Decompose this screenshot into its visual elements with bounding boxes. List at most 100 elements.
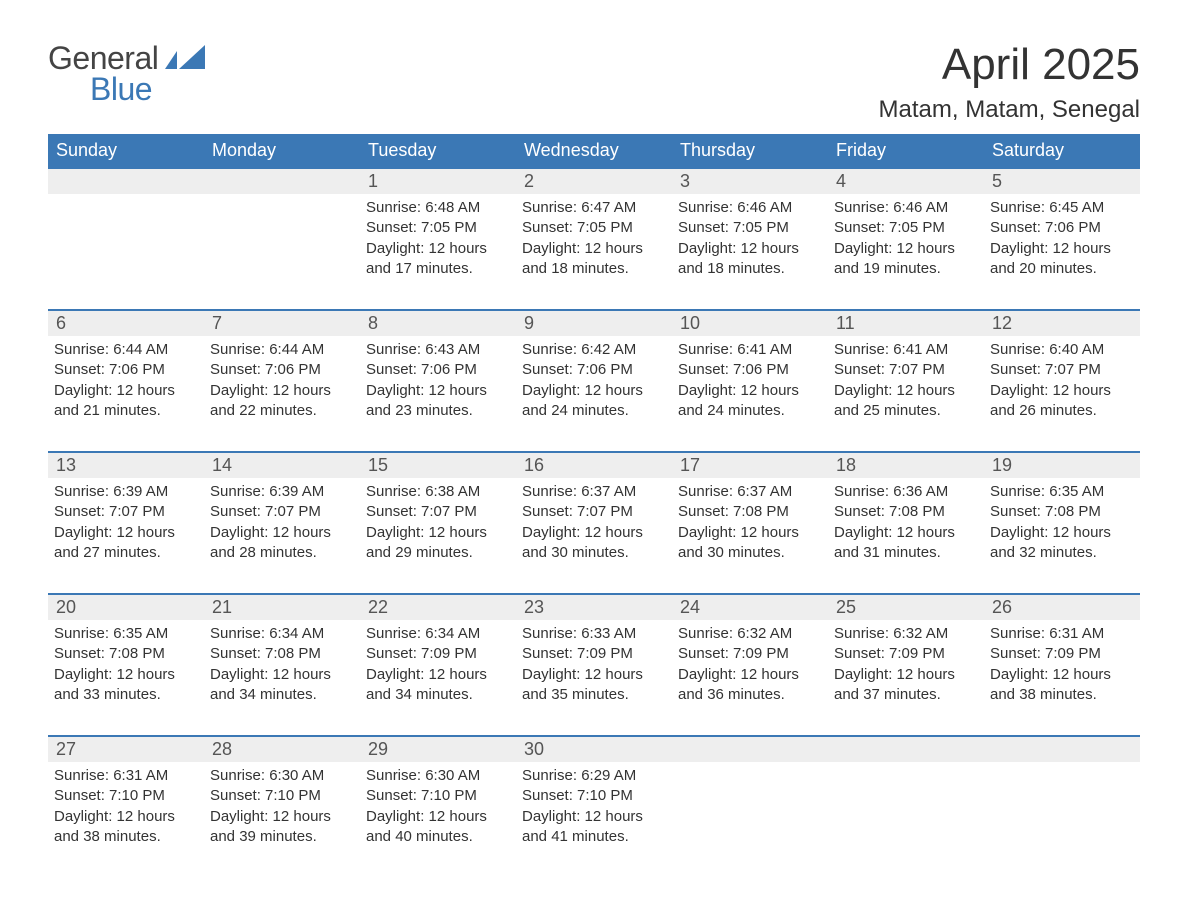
daylight-line: Daylight: 12 hours and 22 minutes. [210,381,354,422]
day-number: . [204,169,360,194]
day-cell-9: 9Sunrise: 6:42 AMSunset: 7:06 PMDaylight… [516,311,672,437]
sunset-line: Sunset: 7:08 PM [678,502,822,522]
daylight-line: Daylight: 12 hours and 28 minutes. [210,523,354,564]
day-number: 8 [360,311,516,336]
weekday-sunday: Sunday [48,134,204,167]
day-number: 11 [828,311,984,336]
day-cell-13: 13Sunrise: 6:39 AMSunset: 7:07 PMDayligh… [48,453,204,579]
day-number: 24 [672,595,828,620]
day-number: 27 [48,737,204,762]
daylight-line: Daylight: 12 hours and 20 minutes. [990,239,1134,280]
sunset-line: Sunset: 7:08 PM [210,644,354,664]
day-number: 1 [360,169,516,194]
weekday-thursday: Thursday [672,134,828,167]
day-number: 6 [48,311,204,336]
sunrise-line: Sunrise: 6:41 AM [834,340,978,360]
daylight-line: Daylight: 12 hours and 35 minutes. [522,665,666,706]
day-cell-22: 22Sunrise: 6:34 AMSunset: 7:09 PMDayligh… [360,595,516,721]
weekday-friday: Friday [828,134,984,167]
day-cell-14: 14 Sunrise: 6:39 AMSunset: 7:07 PMDayligh… [204,453,360,579]
sunset-line: Sunset: 7:10 PM [210,786,354,806]
sunset-line: Sunset: 7:10 PM [522,786,666,806]
daylight-line: Daylight: 12 hours and 41 minutes. [522,807,666,848]
day-cell-4: 4Sunrise: 6:46 AMSunset: 7:05 PMDaylight… [828,169,984,295]
day-cell-8: 8Sunrise: 6:43 AMSunset: 7:06 PMDaylight… [360,311,516,437]
sunset-line: Sunset: 7:09 PM [834,644,978,664]
sunset-line: Sunset: 7:08 PM [834,502,978,522]
sunrise-line: Sunrise: 6:34 AM [210,624,354,644]
sunset-line: Sunset: 7:10 PM [366,786,510,806]
sunset-line: Sunset: 7:09 PM [678,644,822,664]
sunrise-line: Sunrise: 6:39 AM [54,482,198,502]
sunrise-line: Sunrise: 6:44 AM [210,340,354,360]
sunset-line: Sunset: 7:07 PM [366,502,510,522]
day-number: 3 [672,169,828,194]
day-cell-30: 30Sunrise: 6:29 AMSunset: 7:10 PMDayligh… [516,737,672,863]
sunrise-line: Sunrise: 6:40 AM [990,340,1134,360]
day-number: 14 [204,453,360,478]
sunrise-line: Sunrise: 6:45 AM [990,198,1134,218]
sunrise-line: Sunrise: 6:38 AM [366,482,510,502]
sunset-line: Sunset: 7:08 PM [990,502,1134,522]
day-cell-23: 23Sunrise: 6:33 AMSunset: 7:09 PMDayligh… [516,595,672,721]
weekday-header-row: SundayMondayTuesdayWednesdayThursdayFrid… [48,134,1140,167]
week-row: 27Sunrise: 6:31 AMSunset: 7:10 PMDayligh… [48,735,1140,863]
daylight-line: Daylight: 12 hours and 24 minutes. [522,381,666,422]
sunrise-line: Sunrise: 6:36 AM [834,482,978,502]
day-cell-5: 5Sunrise: 6:45 AMSunset: 7:06 PMDaylight… [984,169,1140,295]
sunset-line: Sunset: 7:06 PM [990,218,1134,238]
sunrise-line: Sunrise: 6:46 AM [834,198,978,218]
sunrise-line: Sunrise: 6:32 AM [834,624,978,644]
day-number: . [828,737,984,762]
day-cell-2: 2Sunrise: 6:47 AMSunset: 7:05 PMDaylight… [516,169,672,295]
day-cell-18: 18Sunrise: 6:36 AMSunset: 7:08 PMDayligh… [828,453,984,579]
day-number: 7 [204,311,360,336]
sunset-line: Sunset: 7:07 PM [834,360,978,380]
daylight-line: Daylight: 12 hours and 34 minutes. [210,665,354,706]
daylight-line: Daylight: 12 hours and 33 minutes. [54,665,198,706]
weekday-wednesday: Wednesday [516,134,672,167]
day-cell-20: 20Sunrise: 6:35 AMSunset: 7:08 PMDayligh… [48,595,204,721]
weekday-monday: Monday [204,134,360,167]
sunset-line: Sunset: 7:07 PM [54,502,198,522]
day-number: 2 [516,169,672,194]
sunrise-line: Sunrise: 6:48 AM [366,198,510,218]
sunset-line: Sunset: 7:05 PM [678,218,822,238]
week-row: 6Sunrise: 6:44 AMSunset: 7:06 PMDaylight… [48,309,1140,437]
logo: General Blue [48,40,205,108]
sunrise-line: Sunrise: 6:43 AM [366,340,510,360]
sunrise-line: Sunrise: 6:47 AM [522,198,666,218]
sunset-line: Sunset: 7:05 PM [522,218,666,238]
daylight-line: Daylight: 12 hours and 30 minutes. [678,523,822,564]
sunrise-line: Sunrise: 6:33 AM [522,624,666,644]
logo-flag-icon [165,45,205,69]
sunrise-line: Sunrise: 6:37 AM [678,482,822,502]
daylight-line: Daylight: 12 hours and 30 minutes. [522,523,666,564]
location: Matam, Matam, Senegal [879,96,1140,124]
sunset-line: Sunset: 7:05 PM [366,218,510,238]
weekday-tuesday: Tuesday [360,134,516,167]
day-cell-empty: . [672,737,828,863]
sunrise-line: Sunrise: 6:35 AM [990,482,1134,502]
sunset-line: Sunset: 7:07 PM [210,502,354,522]
day-number: 19 [984,453,1140,478]
day-cell-empty: . [828,737,984,863]
daylight-line: Daylight: 12 hours and 21 minutes. [54,381,198,422]
daylight-line: Daylight: 12 hours and 32 minutes. [990,523,1134,564]
sunset-line: Sunset: 7:06 PM [54,360,198,380]
sunset-line: Sunset: 7:06 PM [678,360,822,380]
day-number: 21 [204,595,360,620]
daylight-line: Daylight: 12 hours and 31 minutes. [834,523,978,564]
sunset-line: Sunset: 7:09 PM [990,644,1134,664]
daylight-line: Daylight: 12 hours and 24 minutes. [678,381,822,422]
day-number: 4 [828,169,984,194]
daylight-line: Daylight: 12 hours and 19 minutes. [834,239,978,280]
sunrise-line: Sunrise: 6:39 AM [210,482,354,502]
daylight-line: Daylight: 12 hours and 38 minutes. [54,807,198,848]
day-number: 30 [516,737,672,762]
day-number: . [984,737,1140,762]
header: General Blue April 2025 Matam, Matam, Se… [48,40,1140,124]
day-cell-11: 11Sunrise: 6:41 AMSunset: 7:07 PMDayligh… [828,311,984,437]
day-number: 23 [516,595,672,620]
day-cell-15: 15Sunrise: 6:38 AMSunset: 7:07 PMDayligh… [360,453,516,579]
